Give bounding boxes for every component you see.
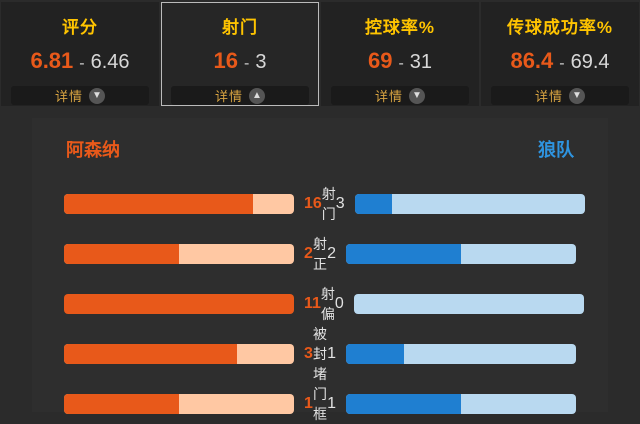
value-away-woodwork: 1	[327, 395, 346, 413]
stat-card-shots[interactable]: 射门 16 - 3 详情 ▲	[161, 2, 319, 106]
chevron-down-icon[interactable]: ▼	[409, 88, 425, 104]
stat-left-rating: 6.81	[30, 48, 73, 74]
bar-home-shots	[64, 194, 294, 214]
stat-right-possession: 31	[410, 51, 432, 74]
stat-title-shots: 射门	[222, 13, 258, 38]
bar-home-shots-off-target	[64, 294, 294, 314]
bar-home-shots-on-target	[64, 244, 294, 264]
value-home-shots-on-target: 2	[294, 245, 313, 263]
stat-card-rating[interactable]: 评分 6.81 - 6.46 详情 ▼	[1, 2, 159, 106]
label-woodwork: 门框	[313, 384, 327, 424]
match-comparison-panel: 阿森纳 狼队 16 射门 3 2 射正 2	[32, 118, 608, 412]
stat-row-4: 1 门框 1	[64, 384, 576, 424]
chevron-down-icon[interactable]: ▼	[89, 88, 105, 104]
label-blocked: 被封堵	[313, 324, 327, 384]
stat-left-pass-accuracy: 86.4	[510, 48, 553, 74]
stat-cards-row: 评分 6.81 - 6.46 详情 ▼ 射门 16 - 3 详情 ▲ 控球率% …	[0, 0, 640, 108]
stat-right-pass-accuracy: 69.4	[571, 51, 610, 74]
stat-row-3: 3 被封堵 1	[64, 334, 576, 374]
stat-title-pass-accuracy: 传球成功率%	[507, 13, 613, 38]
value-home-shots: 16	[294, 195, 322, 213]
away-team-name: 狼队	[538, 136, 574, 162]
value-away-blocked: 1	[327, 345, 346, 363]
label-shots-on-target: 射正	[313, 234, 327, 274]
detail-button-pass-accuracy[interactable]: 详情 ▼	[491, 86, 628, 105]
stat-right-rating: 6.46	[91, 51, 130, 74]
bar-home-blocked	[64, 344, 294, 364]
detail-button-possession[interactable]: 详情 ▼	[331, 86, 468, 105]
stat-card-pass-accuracy[interactable]: 传球成功率% 86.4 - 69.4 详情 ▼	[481, 2, 639, 106]
bar-away-shots	[355, 194, 585, 214]
stat-row-0: 16 射门 3	[64, 184, 576, 224]
bar-away-shots-off-target	[354, 294, 584, 314]
chevron-down-icon[interactable]: ▼	[569, 88, 585, 104]
detail-button-shots[interactable]: 详情 ▲	[171, 86, 308, 105]
value-home-shots-off-target: 11	[294, 295, 321, 313]
chevron-up-icon[interactable]: ▲	[249, 88, 265, 104]
stat-row-1: 2 射正 2	[64, 234, 576, 274]
stat-left-shots: 16	[214, 48, 238, 74]
value-away-shots-on-target: 2	[327, 245, 346, 263]
stat-title-possession: 控球率%	[365, 13, 435, 38]
detail-button-rating[interactable]: 详情 ▼	[11, 86, 148, 105]
value-home-woodwork: 1	[294, 395, 313, 413]
bar-away-woodwork	[346, 394, 576, 414]
home-team-name: 阿森纳	[66, 136, 120, 162]
stat-left-possession: 69	[368, 48, 392, 74]
bar-away-blocked	[346, 344, 576, 364]
value-away-shots: 3	[336, 195, 355, 213]
value-away-shots-off-target: 0	[335, 295, 354, 313]
bar-away-shots-on-target	[346, 244, 576, 264]
value-home-blocked: 3	[294, 345, 313, 363]
stat-row-2: 11 射偏 0	[64, 284, 576, 324]
label-shots-off-target: 射偏	[321, 284, 335, 324]
label-shots: 射门	[322, 184, 336, 224]
bar-home-woodwork	[64, 394, 294, 414]
stat-card-possession[interactable]: 控球率% 69 - 31 详情 ▼	[321, 2, 479, 106]
stat-title-rating: 评分	[62, 13, 98, 38]
stat-right-shots: 3	[255, 51, 266, 74]
